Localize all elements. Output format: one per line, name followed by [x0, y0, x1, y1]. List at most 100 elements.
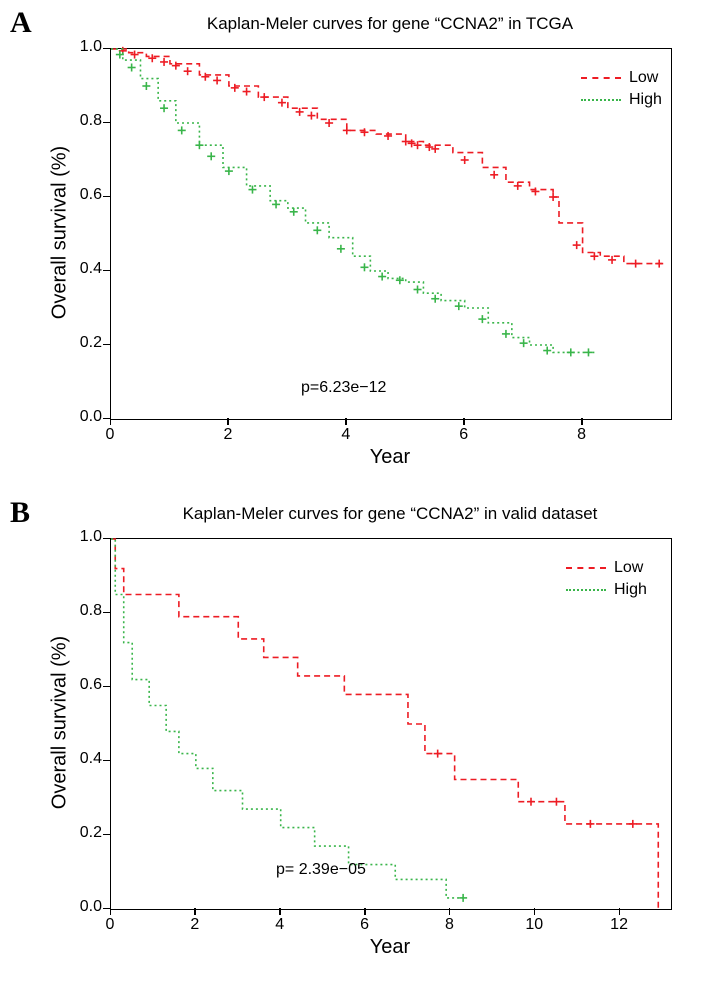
- censor-mark: [343, 126, 351, 134]
- censor-mark: [207, 152, 215, 160]
- censor-mark: [543, 347, 551, 355]
- x-tick: [364, 908, 366, 915]
- legend-line: [566, 567, 606, 569]
- censor-mark: [434, 750, 442, 758]
- censor-mark: [195, 141, 203, 149]
- x-tick-label: 8: [572, 426, 592, 444]
- censor-mark: [408, 139, 416, 147]
- figure-container: A Kaplan-Meler curves for gene “CCNA2” i…: [0, 0, 704, 987]
- panel-b-plot-area: p= 2.39e−05 Low High: [110, 538, 672, 910]
- censor-mark: [160, 104, 168, 112]
- y-tick-label: 0.0: [68, 898, 102, 916]
- censor-mark: [184, 67, 192, 75]
- x-tick: [345, 418, 347, 425]
- censor-mark: [337, 245, 345, 253]
- censor-mark: [478, 315, 486, 323]
- censor-mark: [131, 51, 139, 59]
- x-tick-label: 6: [454, 426, 474, 444]
- panel-b-pvalue: p= 2.39e−05: [276, 861, 366, 879]
- censor-mark: [567, 348, 575, 356]
- km-curve-high: [111, 539, 463, 898]
- x-tick: [227, 418, 229, 425]
- panel-a-title: Kaplan-Meler curves for gene “CCNA2” in …: [100, 14, 680, 34]
- y-tick-label: 0.6: [68, 676, 102, 694]
- x-tick: [619, 908, 621, 915]
- legend-item: High: [566, 579, 647, 601]
- panel-b-ylabel: Overall survival (%): [49, 623, 72, 823]
- panel-a-plot-area: p=6.23e−12 LowHigh: [110, 48, 672, 420]
- censor-mark: [425, 143, 433, 151]
- censor-mark: [584, 348, 592, 356]
- panel-b-legend: Low High: [566, 557, 647, 601]
- y-tick-label: 1.0: [68, 528, 102, 546]
- censor-mark: [590, 252, 598, 260]
- x-tick: [110, 908, 112, 915]
- censor-mark: [248, 186, 256, 194]
- censor-mark: [629, 820, 637, 828]
- censor-mark: [231, 84, 239, 92]
- x-tick: [463, 418, 465, 425]
- x-tick: [194, 908, 196, 915]
- x-tick: [279, 908, 281, 915]
- panel-a-ylabel: Overall survival (%): [49, 133, 72, 333]
- censor-mark: [325, 119, 333, 127]
- censor-mark: [461, 156, 469, 164]
- legend-item: Low: [566, 557, 647, 579]
- censor-mark: [632, 260, 640, 268]
- x-tick: [110, 418, 112, 425]
- censor-mark: [142, 82, 150, 90]
- x-tick-label: 12: [609, 916, 629, 934]
- censor-mark: [378, 273, 386, 281]
- legend-label: Low: [614, 559, 643, 577]
- x-tick-label: 2: [218, 426, 238, 444]
- censor-mark: [586, 820, 594, 828]
- y-tick: [103, 760, 110, 762]
- censor-mark: [531, 187, 539, 195]
- x-tick: [534, 908, 536, 915]
- km-curve-high: [111, 49, 594, 352]
- y-tick: [103, 48, 110, 50]
- censor-mark: [172, 62, 180, 70]
- x-tick-label: 2: [185, 916, 205, 934]
- y-tick-label: 0.0: [68, 408, 102, 426]
- censor-mark: [502, 330, 510, 338]
- censor-mark: [360, 128, 368, 136]
- y-tick: [103, 612, 110, 614]
- censor-mark: [360, 263, 368, 271]
- censor-mark: [549, 193, 557, 201]
- censor-mark: [290, 208, 298, 216]
- censor-mark: [402, 138, 410, 146]
- censor-mark: [272, 200, 280, 208]
- panel-b-label: B: [10, 496, 30, 530]
- y-tick-label: 1.0: [68, 38, 102, 56]
- censor-mark: [213, 76, 221, 84]
- censor-mark: [296, 108, 304, 116]
- x-tick: [581, 418, 583, 425]
- censor-mark: [260, 93, 268, 101]
- censor-mark: [527, 798, 535, 806]
- censor-mark: [455, 302, 463, 310]
- censor-mark: [608, 256, 616, 264]
- censor-mark: [243, 88, 251, 96]
- panel-b-title: Kaplan-Meler curves for gene “CCNA2” in …: [100, 504, 680, 524]
- panel-a-label: A: [10, 6, 32, 40]
- panel-a-pvalue: p=6.23e−12: [301, 379, 386, 397]
- censor-mark: [431, 295, 439, 303]
- censor-mark: [396, 276, 404, 284]
- censor-mark: [655, 260, 663, 268]
- y-tick: [103, 686, 110, 688]
- censor-mark: [128, 64, 136, 72]
- x-tick-label: 0: [100, 426, 120, 444]
- x-tick-label: 8: [439, 916, 459, 934]
- y-tick-label: 0.4: [68, 750, 102, 768]
- censor-mark: [278, 99, 286, 107]
- censor-mark: [520, 339, 528, 347]
- censor-mark: [573, 241, 581, 249]
- legend-item: Low: [581, 67, 662, 89]
- y-tick: [103, 270, 110, 272]
- y-tick: [103, 908, 110, 910]
- legend-line: [581, 99, 621, 101]
- censor-mark: [178, 126, 186, 134]
- x-tick-label: 4: [270, 916, 290, 934]
- censor-mark: [160, 58, 168, 66]
